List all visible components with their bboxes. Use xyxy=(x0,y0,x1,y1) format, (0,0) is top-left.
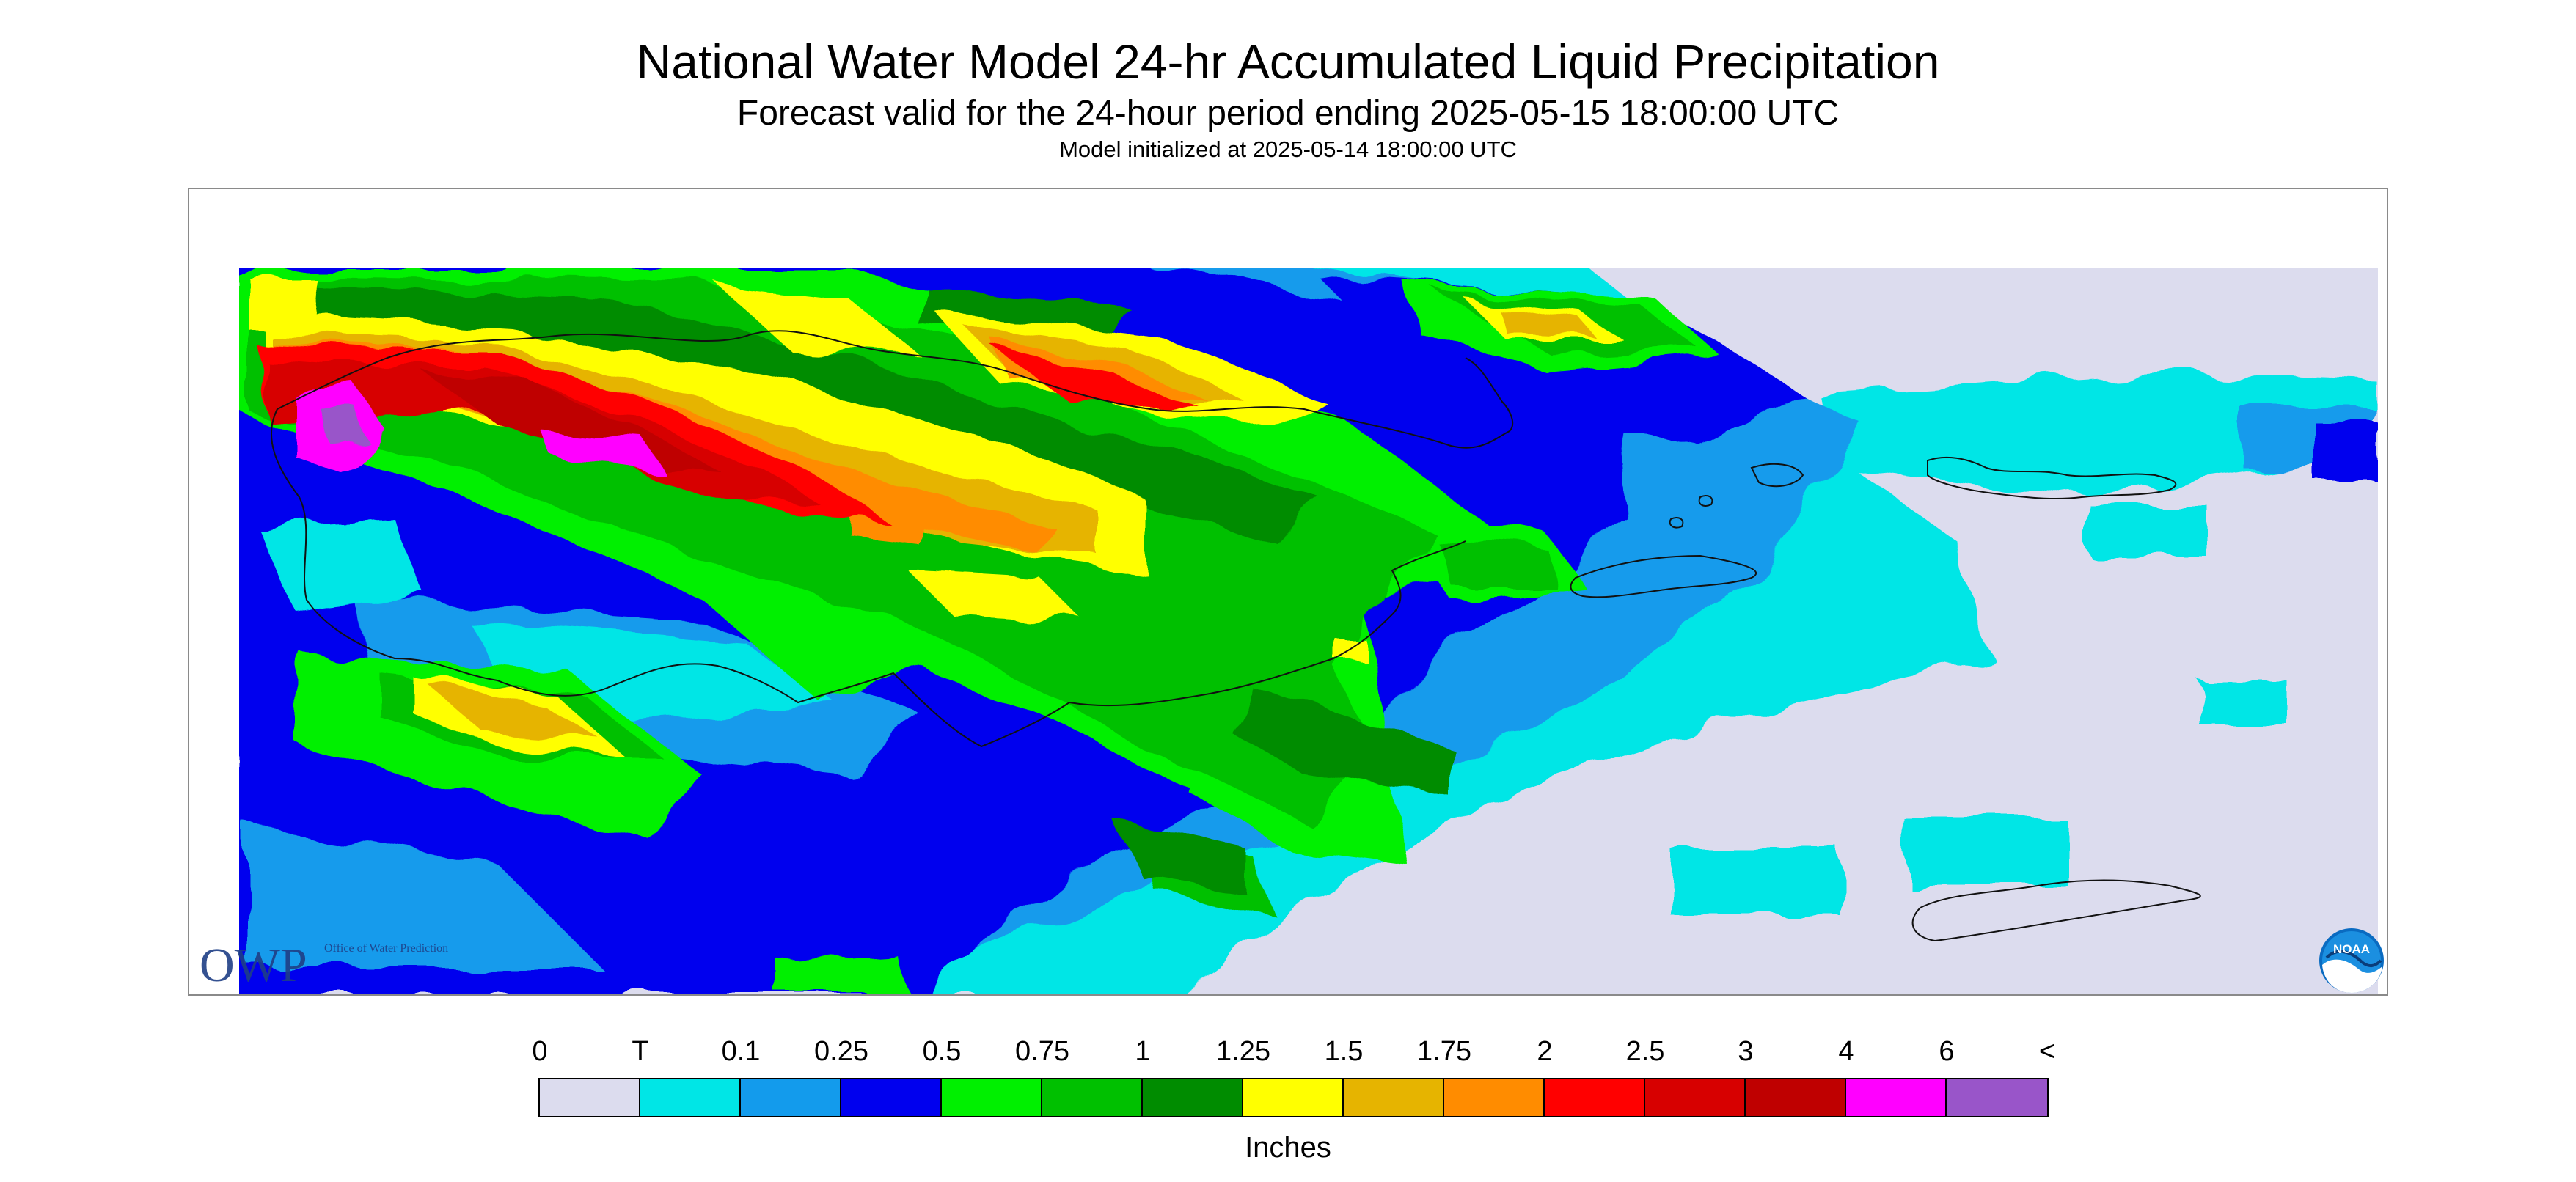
legend-swatch xyxy=(741,1079,841,1116)
noaa-logo-text: NOAA xyxy=(2333,942,2370,956)
owp-logo-letters: OWP xyxy=(200,939,307,992)
legend-label: T xyxy=(632,1036,649,1067)
legend-swatch xyxy=(1545,1079,1645,1116)
legend-label: 6 xyxy=(1939,1036,1955,1067)
legend-label: 2.5 xyxy=(1625,1036,1665,1067)
legend-label: 0.75 xyxy=(1015,1036,1069,1067)
legend-swatch xyxy=(1947,1079,2047,1116)
legend-swatch xyxy=(1746,1079,1846,1116)
legend-swatch xyxy=(1243,1079,1344,1116)
legend-swatch xyxy=(1444,1079,1545,1116)
precip-field xyxy=(239,268,2378,994)
legend-label: < xyxy=(2038,1036,2056,1067)
legend-label: 1.25 xyxy=(1216,1036,1270,1067)
legend-label: 0.1 xyxy=(721,1036,761,1067)
legend-swatch xyxy=(540,1079,640,1116)
legend-swatch xyxy=(640,1079,741,1116)
owp-logo-caption: Office of Water Prediction xyxy=(324,942,448,955)
legend-swatch xyxy=(841,1079,942,1116)
legend-swatch xyxy=(1143,1079,1243,1116)
legend-swatch xyxy=(1042,1079,1143,1116)
legend-label: 1 xyxy=(1135,1036,1151,1067)
coastlines xyxy=(271,330,2201,942)
precipitation-map-canvas: OWP Office of Water Prediction NOAA xyxy=(189,189,2387,994)
map-subtitle: Forecast valid for the 24-hour period en… xyxy=(736,94,1840,133)
legend-swatch xyxy=(1846,1079,1947,1116)
legend-swatch xyxy=(1344,1079,1444,1116)
legend-label: 1.75 xyxy=(1417,1036,1471,1067)
legend-label: 0.25 xyxy=(814,1036,868,1067)
legend-label: 4 xyxy=(1838,1036,1854,1067)
legend-color-bar xyxy=(538,1078,2049,1117)
noaa-logo: NOAA xyxy=(2319,928,2384,993)
precipitation-map[interactable]: OWP Office of Water Prediction NOAA xyxy=(188,188,2388,996)
legend-label: 0 xyxy=(532,1036,548,1067)
legend-swatch xyxy=(1645,1079,1746,1116)
legend-label: 3 xyxy=(1738,1036,1754,1067)
legend-label: 0.5 xyxy=(922,1036,962,1067)
legend-swatch xyxy=(942,1079,1042,1116)
legend-label: 1.5 xyxy=(1324,1036,1364,1067)
map-title: National Water Model 24-hr Accumulated L… xyxy=(636,34,1940,89)
owp-logo: OWP Office of Water Prediction xyxy=(200,939,448,992)
legend-label: 2 xyxy=(1537,1036,1553,1067)
legend-labels: 0 T 0.1 0.25 0.5 0.75 1 1.25 1.5 1.75 2 2.5 3 4 6 < xyxy=(0,1034,2576,1071)
legend-units: Inches xyxy=(1245,1131,1331,1164)
model-init-text: Model initialized at 2025-05-14 18:00:00… xyxy=(1059,136,1517,162)
